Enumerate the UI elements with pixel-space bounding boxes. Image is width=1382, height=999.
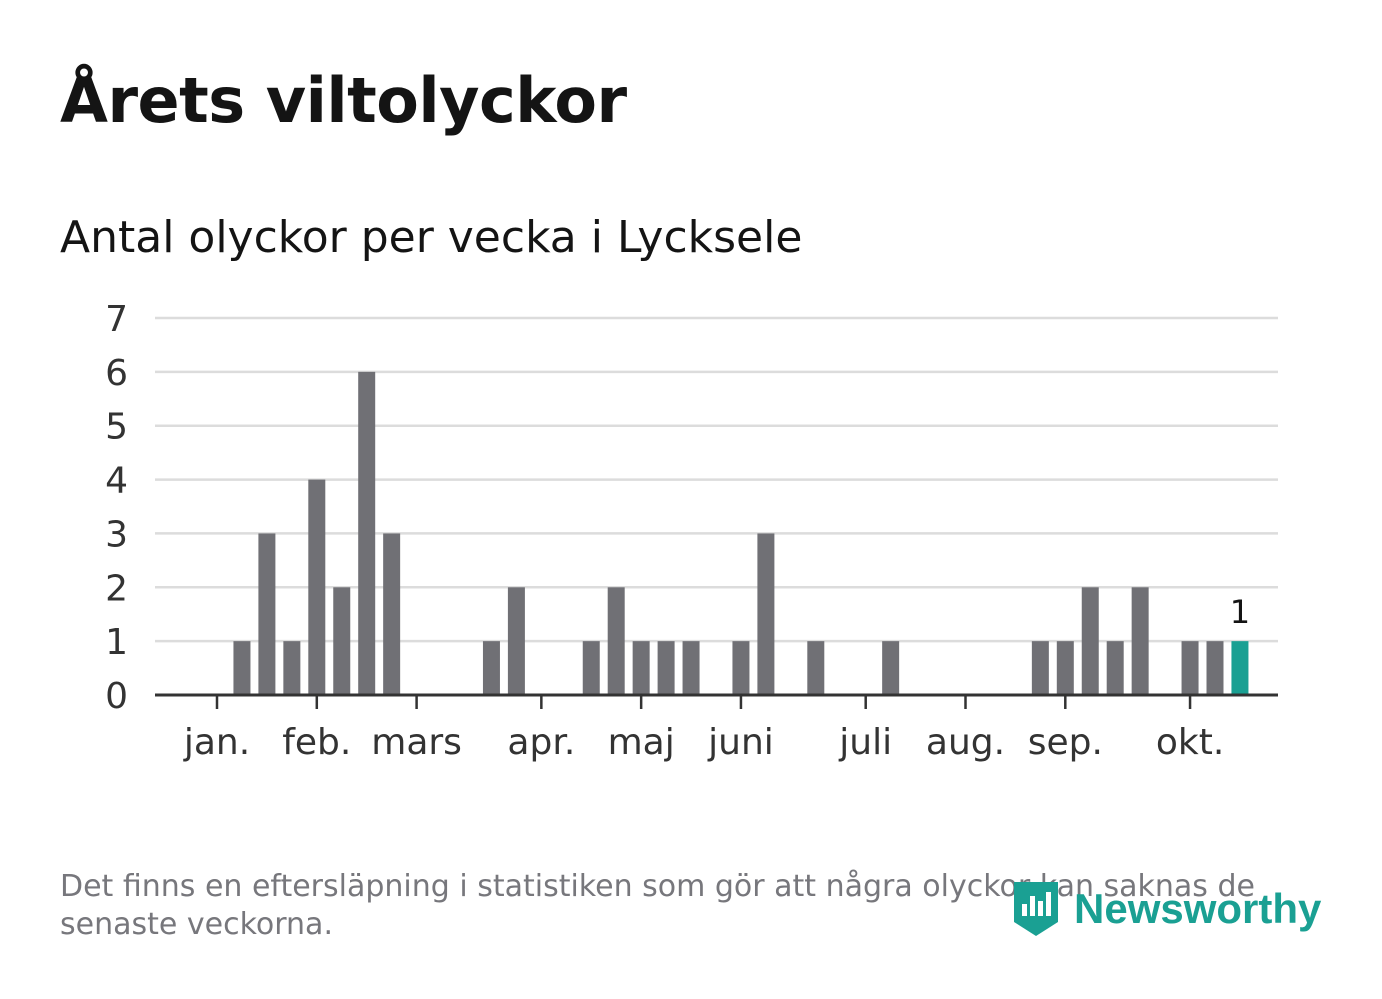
x-tick-label-maj: maj	[608, 722, 675, 763]
bar-week-35	[1056, 641, 1074, 695]
x-tick-label-okt: okt.	[1156, 722, 1224, 763]
bar-week-8	[383, 533, 401, 695]
bar-week-13	[507, 587, 525, 695]
bar-chart: 0 1 2 3 4 5 6 7 jan. feb. mars apr. maj juni juli aug.…	[105, 299, 1278, 763]
x-tick-label-feb: feb.	[282, 722, 351, 763]
y-tick-label-2: 2	[105, 568, 128, 609]
bar-week-19	[657, 641, 675, 695]
x-tick-label-juli: juli	[838, 722, 892, 763]
y-tick-label-1: 1	[105, 622, 128, 663]
bar-week-3	[258, 533, 276, 695]
newsworthy-logo-icon	[1014, 882, 1058, 936]
bar-week-6	[333, 587, 351, 695]
bar-week-23	[757, 533, 775, 695]
y-tick-label-5: 5	[105, 407, 128, 448]
bar-week-12	[482, 641, 500, 695]
data-labels: 1	[1230, 593, 1250, 631]
bar-week-4	[283, 641, 301, 695]
bar-week-34	[1031, 641, 1049, 695]
y-tick-label-4: 4	[105, 461, 128, 502]
bar-week-37	[1106, 641, 1124, 695]
bar-week-2	[233, 641, 251, 695]
bar-week-28	[882, 641, 900, 695]
x-tick-label-mars: mars	[371, 722, 462, 763]
bar-week-41	[1206, 641, 1224, 695]
y-tick-label-0: 0	[105, 676, 128, 717]
y-axis-ticks: 0 1 2 3 4 5 6 7	[105, 299, 128, 717]
x-tick-label-sep: sep.	[1028, 722, 1103, 763]
x-tick-label-apr: apr.	[507, 722, 575, 763]
bar-week-42	[1231, 641, 1249, 695]
bar-week-25	[807, 641, 825, 695]
bar-week-20	[682, 641, 700, 695]
chart-title: Årets viltolyckor	[60, 64, 627, 137]
bar-week-18	[632, 641, 650, 695]
bar-week-7	[358, 371, 376, 695]
y-tick-label-3: 3	[105, 514, 128, 555]
bar-week-40	[1181, 641, 1199, 695]
bar-week-17	[607, 587, 625, 695]
y-tick-label-6: 6	[105, 353, 128, 394]
bar-week-22	[732, 641, 750, 695]
bars	[233, 371, 1249, 695]
x-tick-label-juni: juni	[707, 722, 774, 763]
x-axis-ticks: jan. feb. mars apr. maj juni juli aug. sep. okt.	[183, 695, 1224, 763]
x-tick-label-jan: jan.	[183, 722, 250, 763]
data-label-week-42: 1	[1230, 593, 1250, 631]
chart-subtitle: Antal olyckor per vecka i Lycksele	[60, 212, 803, 263]
bar-week-5	[308, 479, 326, 695]
y-tick-label-7: 7	[105, 299, 128, 340]
logo-text: Newsworthy	[1074, 885, 1322, 932]
bar-week-38	[1131, 587, 1149, 695]
bar-week-16	[582, 641, 600, 695]
bar-week-36	[1081, 587, 1099, 695]
newsworthy-logo: Newsworthy	[1010, 876, 1321, 942]
x-tick-label-aug: aug.	[926, 722, 1005, 763]
